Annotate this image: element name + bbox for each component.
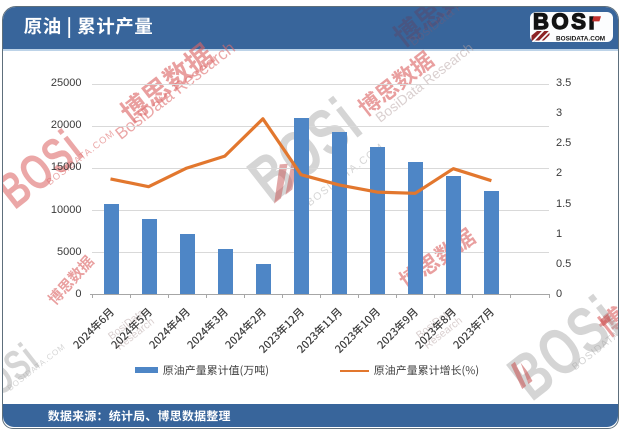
svg-text:BOSIDATA.COM: BOSIDATA.COM — [556, 35, 605, 42]
